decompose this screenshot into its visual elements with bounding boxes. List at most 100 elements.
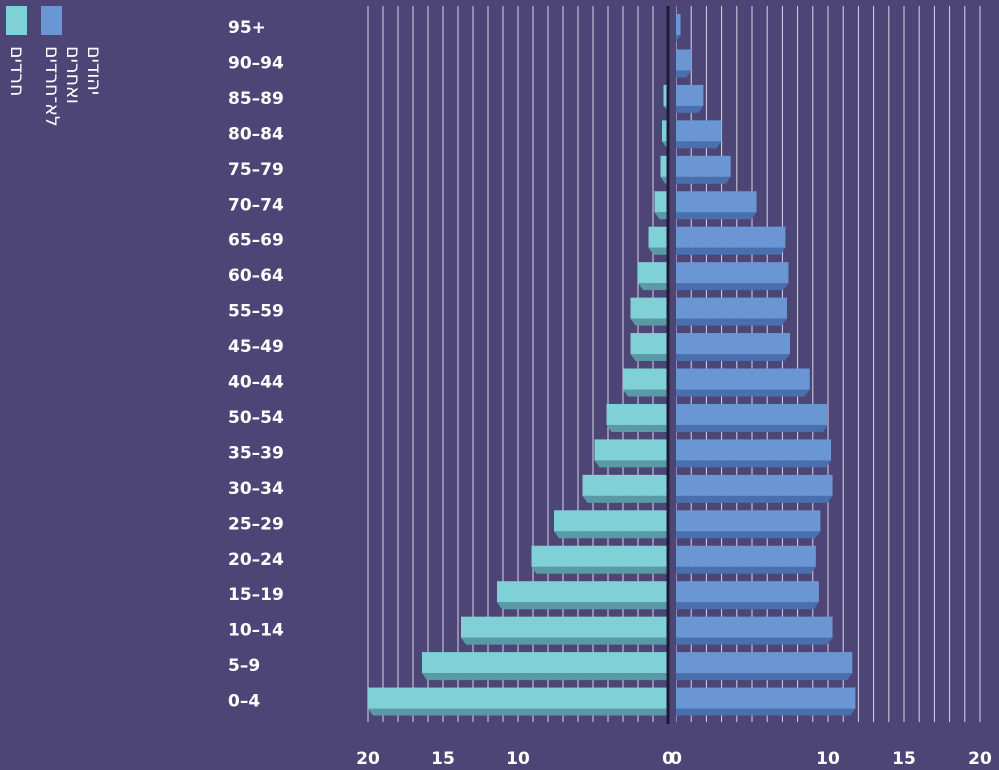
bar-shadow-right <box>676 708 856 716</box>
center-axis-gap <box>668 6 676 722</box>
bar-left-11 <box>630 297 668 319</box>
bar-shadow-right <box>676 566 816 574</box>
bar-shadow-left <box>654 212 668 220</box>
bar-left-13 <box>648 226 668 248</box>
bar-right-5 <box>676 510 821 532</box>
bar-shadow-left <box>648 247 668 255</box>
bar-shadow-right <box>676 105 704 113</box>
bar-left-2 <box>461 616 668 638</box>
bar-right-16 <box>676 120 722 142</box>
bar-left-6 <box>582 474 668 496</box>
bar-shadow-left <box>660 176 668 184</box>
bar-shadow-left <box>582 495 668 503</box>
bar-left-1 <box>422 652 668 674</box>
x-tick-label: 20 <box>968 749 992 769</box>
bars-layer <box>368 14 856 716</box>
bar-shadow-right <box>676 141 722 149</box>
legend-item-haredi: חרדים <box>6 6 42 96</box>
bar-shadow-left <box>594 460 668 468</box>
legend-label-haredi: חרדים <box>6 46 28 97</box>
y-tick-label: 65–69 <box>228 231 284 251</box>
y-tick-label: 85–89 <box>228 89 284 109</box>
bar-right-15 <box>676 155 731 177</box>
bar-left-12 <box>638 262 668 284</box>
x-tick-label: 15 <box>431 749 455 769</box>
bar-right-7 <box>676 439 832 461</box>
bar-shadow-right <box>676 176 731 184</box>
bar-left-10 <box>630 333 668 355</box>
bar-right-19 <box>676 14 681 35</box>
bar-shadow-right <box>676 212 757 220</box>
bar-right-13 <box>676 226 786 248</box>
y-tick-label: 25–29 <box>228 514 284 534</box>
y-tick-label: 45–49 <box>228 337 284 357</box>
bar-right-14 <box>676 191 757 213</box>
bar-left-8 <box>606 403 668 425</box>
bar-shadow-left <box>531 566 668 574</box>
bar-right-0 <box>676 687 856 709</box>
bar-shadow-right <box>676 389 810 397</box>
bar-right-18 <box>676 49 692 71</box>
y-tick-label: 40–44 <box>228 373 284 393</box>
bar-shadow-left <box>606 424 668 432</box>
bar-shadow-left <box>630 318 668 326</box>
bar-shadow-right <box>676 283 789 291</box>
y-tick-label: 30–34 <box>228 479 284 499</box>
x-tick-label: 20 <box>356 749 380 769</box>
x-tick-label: 0 <box>670 749 682 769</box>
bar-shadow-left <box>638 283 668 291</box>
bar-shadow-left <box>422 673 668 681</box>
y-tick-label: 70–74 <box>228 195 284 215</box>
y-tick-label: 60–64 <box>228 266 284 286</box>
bar-left-5 <box>554 510 668 532</box>
bar-shadow-left <box>368 708 668 716</box>
bar-left-7 <box>594 439 668 461</box>
bar-shadow-right <box>676 354 790 362</box>
bar-left-9 <box>623 368 668 390</box>
x-tick-label: 15 <box>892 749 916 769</box>
bar-left-4 <box>531 545 668 567</box>
bar-right-12 <box>676 262 789 284</box>
y-tick-label: 15–19 <box>228 585 284 605</box>
bar-shadow-right <box>676 602 819 610</box>
bar-right-17 <box>676 84 704 106</box>
bar-left-14 <box>654 191 668 213</box>
bar-left-3 <box>497 581 668 603</box>
x-tick-label: 0 <box>662 749 674 769</box>
x-tick-label: 10 <box>506 749 530 769</box>
bar-shadow-right <box>676 495 833 503</box>
y-tick-label: 75–79 <box>228 160 284 180</box>
bar-shadow-left <box>461 637 668 645</box>
bar-shadow-right <box>676 318 787 326</box>
bar-shadow-right <box>676 531 821 539</box>
y-tick-label: 10–14 <box>228 621 284 641</box>
bar-left-16 <box>662 120 668 142</box>
y-tick-label: 50–54 <box>228 408 284 428</box>
bar-shadow-left <box>623 389 668 397</box>
y-tick-label: 35–39 <box>228 443 284 463</box>
y-tick-label: 95+ <box>228 18 266 38</box>
bar-right-3 <box>676 581 819 603</box>
bar-shadow-right <box>676 70 692 78</box>
legend-label-non-haredi: יהודים ואחרים לא־חרדים <box>41 46 105 127</box>
bar-shadow-left <box>554 531 668 539</box>
y-tick-label: 5–9 <box>228 656 260 676</box>
y-tick-label: 55–59 <box>228 302 284 322</box>
bar-left-15 <box>660 155 668 177</box>
bar-right-1 <box>676 652 853 674</box>
bar-right-4 <box>676 545 816 567</box>
bar-shadow-right <box>676 247 786 255</box>
bar-left-17 <box>663 84 668 106</box>
bar-shadow-left <box>630 354 668 362</box>
bar-right-11 <box>676 297 787 319</box>
legend-swatch-haredi <box>6 6 27 35</box>
y-tick-label: 0–4 <box>228 692 260 712</box>
y-tick-label: 80–84 <box>228 124 284 144</box>
bar-right-6 <box>676 474 833 496</box>
bar-right-10 <box>676 333 790 355</box>
center-axis <box>666 6 676 724</box>
bar-shadow-left <box>497 602 668 610</box>
x-tick-label: 10 <box>816 749 840 769</box>
legend-swatch-non-haredi <box>41 6 62 35</box>
